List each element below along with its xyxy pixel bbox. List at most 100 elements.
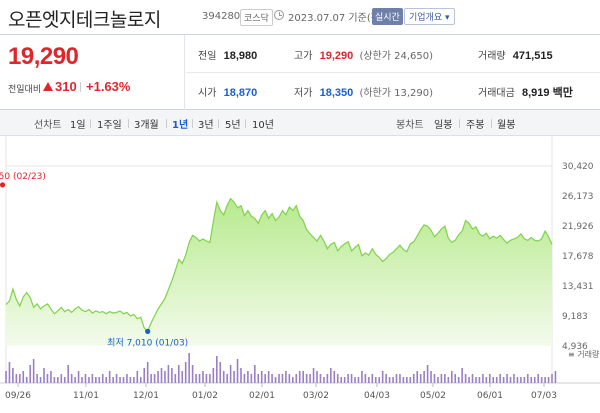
volume-bar (540, 377, 543, 383)
volume-bar (416, 371, 419, 383)
period-3m[interactable]: 3개월 (134, 120, 159, 131)
volume-bar (499, 374, 501, 383)
stat-amount: 거래대금 8,919 백만 (478, 84, 573, 100)
y-tick-label: 13,431 (562, 282, 594, 292)
volume-bar (378, 377, 381, 383)
stat-low-value: 18,350 (319, 87, 354, 99)
volume-bar (95, 377, 97, 383)
volume-bar (19, 374, 21, 383)
volume-bar (271, 374, 273, 383)
market-badge: 코스닥 (240, 9, 273, 26)
candle-daily[interactable]: 일봉 (434, 120, 453, 131)
change-label: 전일대비 (8, 85, 42, 95)
volume-bar (5, 371, 7, 383)
volume-bar (8, 362, 11, 383)
volume-bar (43, 368, 45, 383)
realtime-button[interactable]: 실시간 (372, 8, 403, 25)
high-label: 최고 27,750 (02/23) (0, 171, 46, 182)
volume-bar (278, 374, 280, 383)
period-divider (245, 119, 246, 128)
volume-bar (122, 377, 125, 383)
volume-bar (247, 371, 249, 383)
volume-bar (281, 374, 284, 383)
period-1w[interactable]: 1주일 (97, 120, 122, 131)
volume-bar (516, 377, 519, 383)
price-summary: 19,290 전일대비 310 +1.63% 전일 18,980 고가 19,2… (0, 34, 600, 110)
price-chart: 30,420 26,173 21,926 17,678 13,431 9,183 4,936… (0, 136, 600, 413)
volume-bar (267, 371, 270, 383)
volume-bar (274, 377, 277, 383)
volume-bar (381, 371, 384, 383)
period-3y[interactable]: 3년 (198, 120, 214, 131)
current-price-box: 19,290 전일대비 310 +1.63% (0, 35, 185, 110)
volume-bar (205, 374, 208, 383)
volume-bar (319, 374, 322, 383)
volume-bar (440, 374, 443, 383)
y-tick-label: 30,420 (562, 162, 594, 172)
volume-bar (347, 374, 349, 383)
period-10y[interactable]: 10년 (252, 120, 274, 131)
candle-divider (491, 119, 492, 128)
volume-bar (495, 377, 498, 383)
volume-bar (91, 374, 94, 383)
volume-bar (388, 377, 391, 383)
volume-bar (202, 371, 204, 383)
volume-bar (133, 377, 135, 383)
stat-high-value: 19,290 (319, 50, 354, 62)
volume-bar (215, 356, 218, 383)
volume-bar (101, 374, 104, 383)
volume-bar (354, 377, 356, 383)
volume-bar (288, 374, 291, 383)
volume-bar (361, 371, 363, 383)
volume-bar (153, 374, 156, 383)
price-chart-svg: 30,420 26,173 21,926 17,678 13,431 9,183 4,936… (0, 136, 600, 401)
candle-monthly[interactable]: 월봉 (497, 120, 516, 131)
high-marker (0, 182, 6, 188)
change-value: 310 (55, 79, 77, 94)
period-1y[interactable]: 1년 (172, 120, 189, 131)
volume-bar (488, 374, 491, 383)
stat-low: 저가 18,350 (하한가 13,290) (294, 84, 433, 99)
volume-bars: ≡ 거래량 (5, 349, 600, 383)
stat-prev: 전일 18,980 (198, 47, 257, 62)
x-tick-label: 07/03 (531, 391, 557, 401)
volume-bar (112, 377, 114, 383)
volume-bar (368, 377, 370, 383)
period-divider (90, 119, 91, 128)
stock-code: 394280 (202, 11, 241, 22)
volume-bar (309, 374, 311, 383)
company-overview-dropdown[interactable]: 기업개요 ▾ (404, 8, 455, 25)
volume-bar (323, 377, 325, 383)
volume-bar (57, 377, 59, 383)
volume-bar (212, 368, 215, 383)
volume-bar (302, 371, 304, 383)
y-axis: 30,420 26,173 21,926 17,678 13,431 9,183 4,936 (562, 162, 594, 352)
volume-bar (177, 365, 180, 383)
volume-bar (115, 374, 118, 383)
volume-bar (222, 371, 225, 383)
volume-bar (285, 371, 287, 383)
volume-bar (167, 365, 170, 383)
period-1d[interactable]: 1일 (70, 120, 86, 131)
candle-chart-label: 봉차트 (396, 120, 424, 131)
volume-bar (36, 374, 38, 383)
volume-bar (399, 374, 401, 383)
volume-bar (143, 368, 146, 383)
volume-bar (298, 371, 301, 383)
volume-bar (46, 374, 49, 383)
volume-bar (357, 377, 360, 383)
price-line (5, 197, 553, 333)
y-tick-label: 17,678 (562, 252, 594, 262)
volume-bar (340, 377, 343, 383)
period-5y[interactable]: 5년 (225, 120, 241, 131)
volume-bar (12, 368, 14, 383)
candle-weekly[interactable]: 주봉 (466, 120, 485, 131)
x-tick-label: 04/03 (364, 391, 390, 401)
volume-bar (108, 371, 111, 383)
volume-bar (305, 374, 308, 383)
y-tick-label: 9,183 (562, 312, 588, 322)
volume-bar (160, 368, 163, 383)
volume-bar (364, 374, 367, 383)
volume-bar (295, 374, 298, 383)
volume-bar (60, 374, 63, 383)
